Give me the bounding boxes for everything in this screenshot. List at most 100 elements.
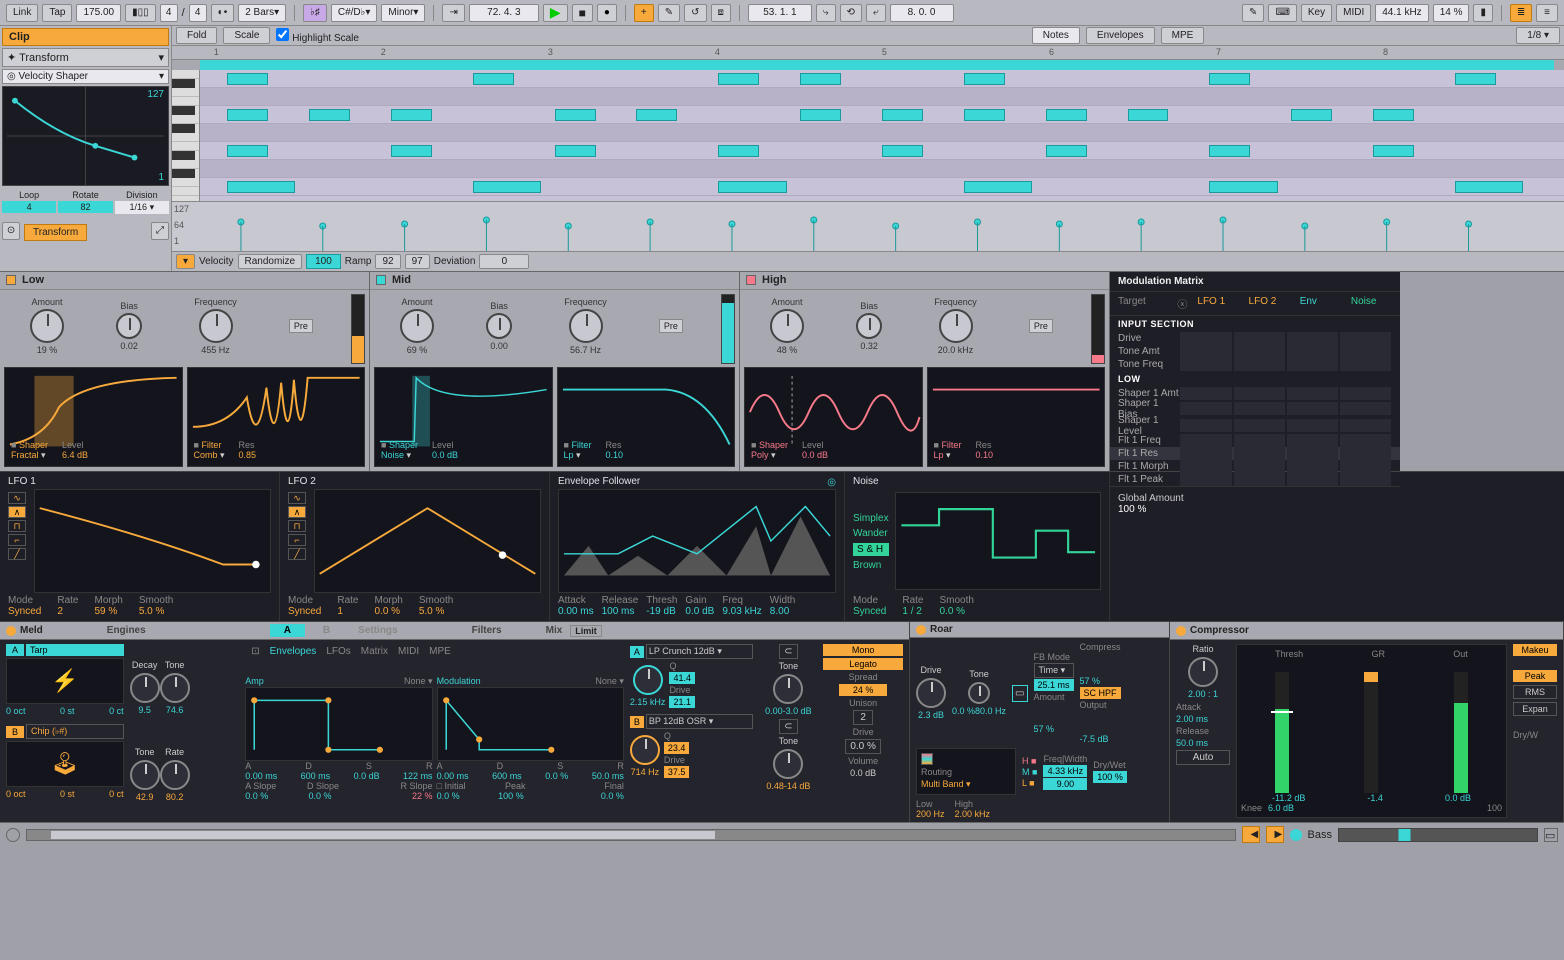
mid-bias-knob[interactable]: Bias0.00 (486, 301, 512, 351)
tone-b-knob[interactable]: Tone0.48-14 dB (766, 736, 810, 792)
clip-name[interactable]: Clip (2, 28, 169, 46)
filter-a-q[interactable]: 41.4 (669, 672, 695, 684)
unison-value[interactable]: 2 (853, 710, 873, 725)
volume-value[interactable]: 0.0 dB (850, 768, 876, 778)
mid-enable-toggle[interactable] (376, 275, 386, 285)
next-device-icon[interactable]: ▶ (1266, 826, 1284, 843)
roar-tone-knob[interactable]: Tone0.0 %80.0 Hz (952, 669, 1006, 717)
low-amount-knob[interactable]: Amount19 % (30, 297, 64, 355)
mix-link-icon[interactable]: ⊂ (779, 644, 797, 659)
velocity-lane[interactable]: 127 64 1 (172, 201, 1564, 251)
ramp-end-value[interactable]: 97 (405, 254, 430, 269)
vel-dropdown-icon[interactable]: ▾ (176, 254, 195, 269)
high-shaper-display[interactable]: ■ ShaperPoly ▾Level0.0 dB (744, 367, 923, 467)
modmatrix-row[interactable]: Drive (1110, 332, 1400, 345)
midi-map-button[interactable]: MIDI (1336, 4, 1371, 22)
fold-button[interactable]: Fold (176, 27, 217, 44)
roar-freq[interactable]: 4.33 kHz (1043, 765, 1087, 777)
mono-button[interactable]: Mono (823, 644, 903, 656)
mid-pre-button[interactable]: Pre (659, 319, 683, 333)
tone-knob[interactable]: Tone74.6 (160, 660, 190, 716)
randomize-button[interactable]: Randomize (238, 254, 303, 269)
transform-expand-icon[interactable]: ⤢ (151, 222, 169, 240)
engine-a-preset[interactable]: Tarp (26, 644, 124, 656)
velocity-curve-display[interactable]: 127 1 (2, 86, 169, 186)
loop-field[interactable]: 4 (2, 201, 56, 213)
draw-mode-icon[interactable]: ✎ (1242, 4, 1264, 22)
follow-icon[interactable]: ⇥ (442, 4, 464, 22)
makeup-button[interactable]: Makeu (1513, 644, 1557, 656)
mix-link-icon[interactable]: ⊂ (779, 719, 797, 734)
env-display[interactable] (558, 489, 836, 593)
loop-toggle-icon[interactable]: ⟲ (840, 4, 862, 22)
tempo-field[interactable]: 175.00 (76, 4, 121, 22)
roar-fbmode[interactable]: Time ▾ (1034, 663, 1074, 678)
modmatrix-col-lfo1[interactable]: LFO 1 (1197, 296, 1238, 311)
legato-button[interactable]: Legato (823, 658, 903, 670)
noise-type-selector[interactable]: Simplex Wander S & H Brown (853, 513, 889, 571)
amp-envelope-display[interactable] (245, 687, 432, 761)
engine-a-toggle[interactable]: A (6, 644, 24, 656)
out-meter[interactable] (1454, 672, 1468, 793)
filter-b-freq-knob[interactable]: 714 Hz (630, 733, 660, 778)
transform-apply-button[interactable]: Transform (24, 224, 87, 241)
release-value[interactable]: 50.0 ms (1176, 738, 1230, 748)
roar-low-freq[interactable]: 200 Hz (916, 809, 945, 819)
mid-filter-display[interactable]: ■ FilterLp ▾Res0.10 (557, 367, 736, 467)
noise-display[interactable] (895, 492, 1101, 591)
close-icon[interactable]: ⓧ (1177, 296, 1187, 311)
device-overview[interactable] (1338, 828, 1538, 842)
knee-value[interactable]: 6.0 dB (1268, 803, 1294, 813)
rms-button[interactable]: RMS (1513, 685, 1557, 699)
tone-a-knob[interactable]: Tone0.00-3.0 dB (765, 661, 812, 717)
routing-select[interactable]: Multi Band ▾ (921, 779, 1011, 790)
zoom-select[interactable]: 1/8 ▾ (1516, 27, 1560, 44)
peak-button[interactable]: Peak (1513, 670, 1557, 682)
overdub-button[interactable]: + (634, 4, 654, 22)
meld-tab-b[interactable]: B (309, 624, 344, 637)
link-button[interactable]: Link (6, 4, 38, 22)
punch-in-icon[interactable]: ⤷ (816, 4, 836, 22)
lfo1-wave-selector[interactable]: ∿∧⊓⌐╱ (8, 492, 26, 560)
computer-midi-icon[interactable]: ⌨ (1268, 4, 1296, 22)
mid-amount-knob[interactable]: Amount69 % (400, 297, 434, 355)
modmatrix-row[interactable]: Shaper 1 Level (1110, 417, 1400, 434)
filter-b-q[interactable]: 23.4 (664, 742, 690, 754)
track-name[interactable]: Bass (1308, 829, 1332, 841)
high-pre-button[interactable]: Pre (1029, 319, 1053, 333)
modmatrix-row[interactable]: Flt 1 Freq (1110, 434, 1400, 447)
loop-start[interactable]: 53. 1. 1 (748, 4, 812, 22)
key-root[interactable]: C#/D♭ ▾ (331, 4, 378, 22)
deviation-value[interactable]: 0 (479, 254, 529, 269)
prev-device-icon[interactable]: ◀ (1242, 826, 1260, 843)
low-shaper-display[interactable]: ■ ShaperFractal ▾Level6.4 dB (4, 367, 183, 467)
high-freq-knob[interactable]: Frequency20.0 kHz (934, 297, 977, 355)
engine-b-toggle[interactable]: B (6, 726, 24, 738)
transform-undo-icon[interactable]: ⊙ (2, 222, 20, 240)
song-position[interactable]: 72. 4. 3 (469, 4, 539, 22)
envelopes-tab[interactable]: Envelopes (1086, 27, 1155, 44)
info-icon[interactable] (6, 828, 20, 842)
limit-button[interactable]: Limit (570, 625, 602, 637)
scale-button[interactable]: Scale (223, 27, 270, 44)
device-scroll[interactable] (26, 829, 1236, 841)
roar-drywet[interactable]: 100 % (1093, 771, 1127, 783)
auto-button[interactable]: Auto (1176, 750, 1230, 765)
key-map-button[interactable]: Key (1301, 4, 1332, 22)
modmatrix-row[interactable]: Flt 1 Res (1110, 447, 1400, 460)
rotate-field[interactable]: 82 (58, 201, 112, 213)
filter-a-toggle[interactable]: A (630, 646, 644, 658)
comp-activator[interactable] (1176, 626, 1186, 636)
piano-roll[interactable] (172, 70, 1564, 201)
meld-activator[interactable] (6, 626, 16, 636)
meld-subtabs[interactable]: ⊡EnvelopesLFOsMatrixMIDIMPE (245, 644, 624, 659)
rate-knob[interactable]: Rate80.2 (160, 747, 190, 803)
roar-scope-icon[interactable]: ▭ (1012, 685, 1027, 702)
low-filter-display[interactable]: ■ FilterComb ▾Res0.85 (187, 367, 366, 467)
filter-a-type[interactable]: LP Crunch 12dB ▾ (646, 644, 754, 659)
metronome-icon[interactable]: ▮▯▯ (125, 4, 156, 22)
mid-freq-knob[interactable]: Frequency56.7 Hz (564, 297, 607, 355)
division-select[interactable]: 1/16 ▾ (115, 201, 169, 214)
modmatrix-col-lfo2[interactable]: LFO 2 (1249, 296, 1290, 311)
mid-shaper-display[interactable]: ■ ShaperNoise ▾Level0.0 dB (374, 367, 553, 467)
